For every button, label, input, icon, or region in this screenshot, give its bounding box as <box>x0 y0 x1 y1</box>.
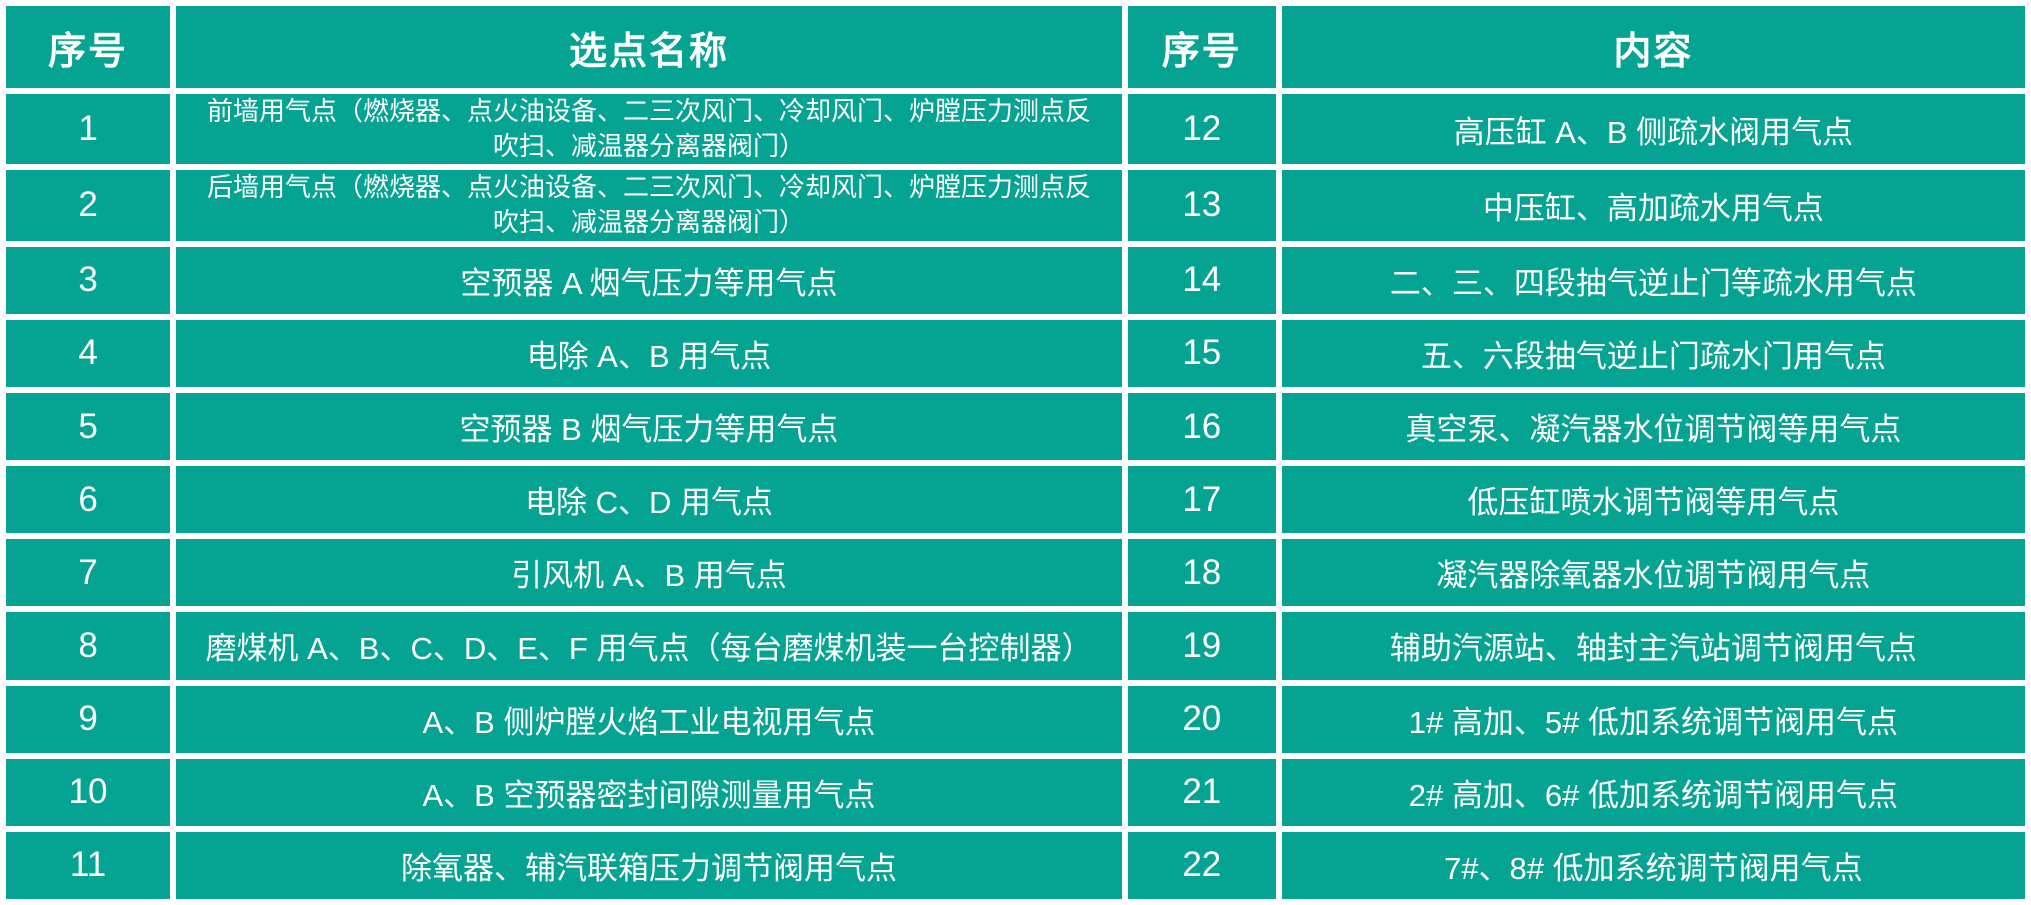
left-name-header: 选点名称 <box>170 0 1128 94</box>
right-row-text: 凝汽器除氧器水位调节阀用气点 <box>1275 533 2031 613</box>
table-row: 8 磨煤机 A、B、C、D、E、F 用气点（每台磨煤机装一台控制器） 19 辅助汽源站… <box>0 606 2031 686</box>
table-row: 1 前墙用气点（燃烧器、点火油设备、二三次风门、冷却风门、炉膛压力测点反吹扫、减温… <box>0 87 2031 171</box>
right-content-header: 内容 <box>1275 0 2031 94</box>
table-row: 5 空预器 B 烟气压力等用气点 16 真空泵、凝汽器水位调节阀等用气点 <box>0 386 2031 467</box>
right-row-text: 真空泵、凝汽器水位调节阀等用气点 <box>1275 386 2031 467</box>
left-row-number: 4 <box>0 313 177 393</box>
right-row-text: 1# 高加、5# 低加系统调节阀用气点 <box>1275 679 2031 759</box>
table-row: 4 电除 A、B 用气点 15 五、六段抽气逆止门疏水门用气点 <box>0 313 2031 393</box>
right-row-text: 中压缸、高加疏水用气点 <box>1275 164 2031 247</box>
left-row-text: 空预器 A 烟气压力等用气点 <box>170 240 1128 320</box>
right-row-text: 二、三、四段抽气逆止门等疏水用气点 <box>1275 240 2031 320</box>
left-row-number: 9 <box>0 679 177 759</box>
left-row-text: A、B 侧炉膛火焰工业电视用气点 <box>170 679 1128 759</box>
left-row-text: 电除 C、D 用气点 <box>170 460 1128 540</box>
table-row: 3 空预器 A 烟气压力等用气点 14 二、三、四段抽气逆止门等疏水用气点 <box>0 240 2031 320</box>
right-row-text: 五、六段抽气逆止门疏水门用气点 <box>1275 313 2031 393</box>
right-row-number: 18 <box>1121 533 1282 613</box>
right-row-number: 14 <box>1121 240 1282 320</box>
left-row-text: 前墙用气点（燃烧器、点火油设备、二三次风门、冷却风门、炉膛压力测点反吹扫、减温器… <box>170 87 1128 171</box>
table-row: 6 电除 C、D 用气点 17 低压缸喷水调节阀等用气点 <box>0 460 2031 540</box>
right-row-text: 辅助汽源站、轴封主汽站调节阀用气点 <box>1275 606 2031 686</box>
left-row-text: 除氧器、辅汽联箱压力调节阀用气点 <box>170 825 1128 905</box>
right-row-number: 21 <box>1121 752 1282 832</box>
left-row-number: 3 <box>0 240 177 320</box>
table-body: 1 前墙用气点（燃烧器、点火油设备、二三次风门、冷却风门、炉膛压力测点反吹扫、减温… <box>0 87 2031 905</box>
left-row-text: A、B 空预器密封间隙测量用气点 <box>170 752 1128 832</box>
left-row-number: 6 <box>0 460 177 540</box>
right-row-text: 高压缸 A、B 侧疏水阀用气点 <box>1275 87 2031 171</box>
right-row-number: 19 <box>1121 606 1282 686</box>
left-row-text: 磨煤机 A、B、C、D、E、F 用气点（每台磨煤机装一台控制器） <box>170 606 1128 686</box>
table-row: 11 除氧器、辅汽联箱压力调节阀用气点 22 7#、8# 低加系统调节阀用气点 <box>0 825 2031 905</box>
left-row-number: 5 <box>0 386 177 467</box>
right-row-text: 低压缸喷水调节阀等用气点 <box>1275 460 2031 540</box>
left-seq-header: 序号 <box>0 0 177 94</box>
left-row-number: 1 <box>0 87 177 171</box>
right-row-text: 2# 高加、6# 低加系统调节阀用气点 <box>1275 752 2031 832</box>
left-row-number: 8 <box>0 606 177 686</box>
left-row-text: 电除 A、B 用气点 <box>170 313 1128 393</box>
right-row-text: 7#、8# 低加系统调节阀用气点 <box>1275 825 2031 905</box>
table-row: 2 后墙用气点（燃烧器、点火油设备、二三次风门、冷却风门、炉膛压力测点反吹扫、减温… <box>0 164 2031 247</box>
table-header: 序号 选点名称 序号 内容 <box>0 0 2031 94</box>
left-row-number: 2 <box>0 164 177 247</box>
right-row-number: 13 <box>1121 164 1282 247</box>
left-row-text: 后墙用气点（燃烧器、点火油设备、二三次风门、冷却风门、炉膛压力测点反吹扫、减温器… <box>170 164 1128 247</box>
header-row: 序号 选点名称 序号 内容 <box>0 0 2031 94</box>
right-row-number: 12 <box>1121 87 1282 171</box>
left-row-number: 7 <box>0 533 177 613</box>
left-row-number: 11 <box>0 825 177 905</box>
left-row-text: 空预器 B 烟气压力等用气点 <box>170 386 1128 467</box>
right-row-number: 20 <box>1121 679 1282 759</box>
right-row-number: 17 <box>1121 460 1282 540</box>
left-row-text: 引风机 A、B 用气点 <box>170 533 1128 613</box>
table-row: 10 A、B 空预器密封间隙测量用气点 21 2# 高加、6# 低加系统调节阀用气点 <box>0 752 2031 832</box>
right-seq-header: 序号 <box>1121 0 1282 94</box>
left-row-number: 10 <box>0 752 177 832</box>
right-row-number: 15 <box>1121 313 1282 393</box>
right-row-number: 22 <box>1121 825 1282 905</box>
table-row: 7 引风机 A、B 用气点 18 凝汽器除氧器水位调节阀用气点 <box>0 533 2031 613</box>
table-row: 9 A、B 侧炉膛火焰工业电视用气点 20 1# 高加、5# 低加系统调节阀用气点 <box>0 679 2031 759</box>
right-row-number: 16 <box>1121 386 1282 467</box>
